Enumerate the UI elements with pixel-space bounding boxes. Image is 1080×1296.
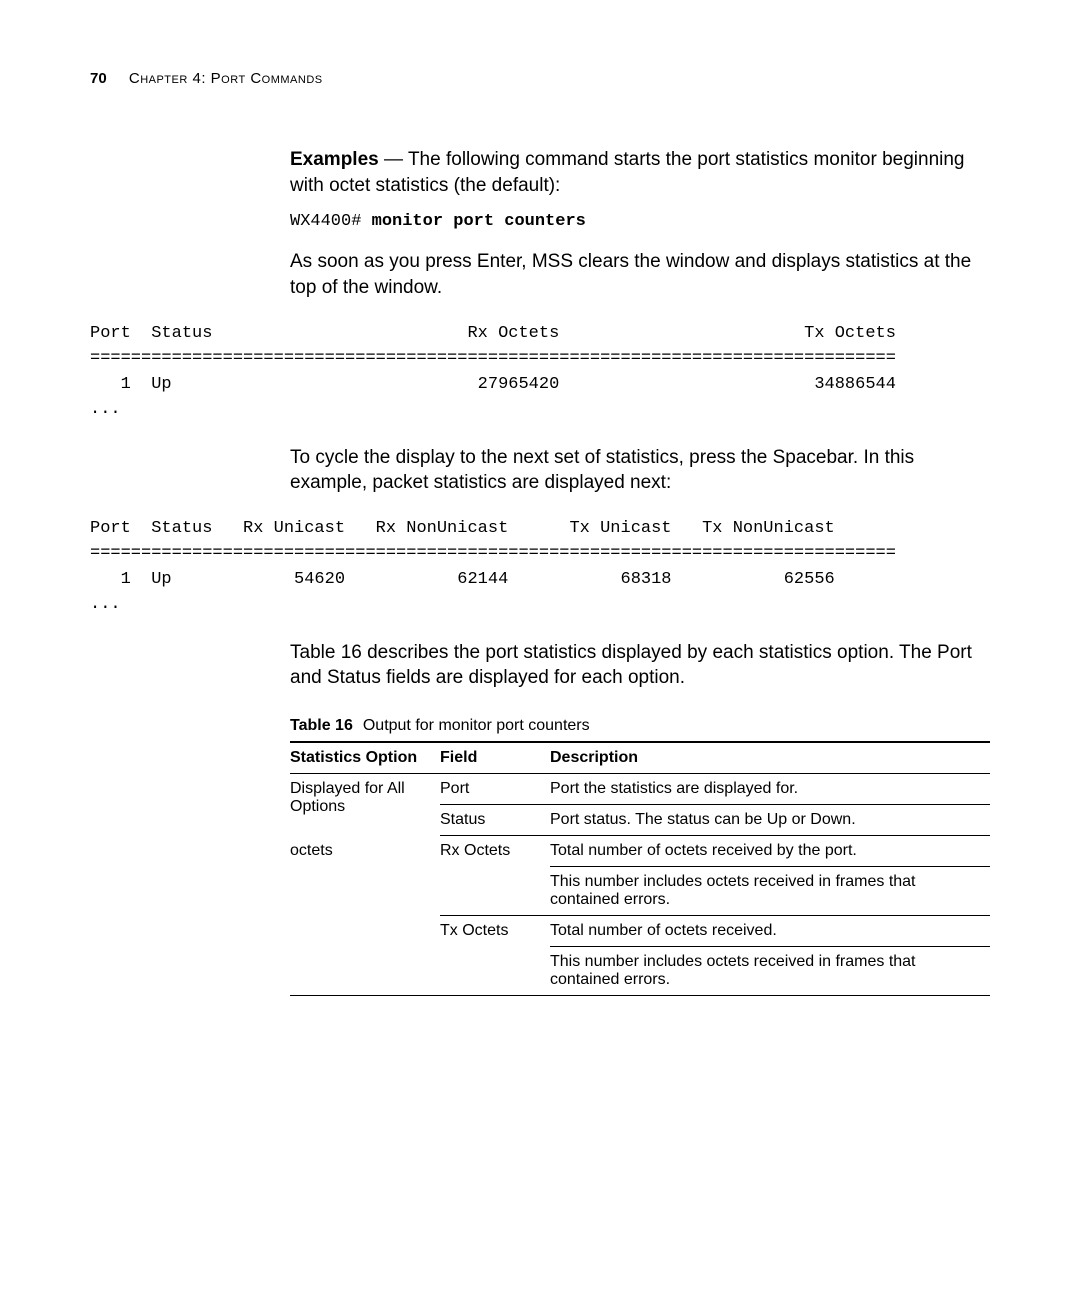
cell-text: Options: [290, 798, 345, 815]
table-row: Displayed for All Options Port Port the …: [290, 774, 990, 805]
table-caption: Table 16 Output for monitor port counters: [290, 717, 990, 735]
table-row: octets Rx Octets Total number of octets …: [290, 836, 990, 867]
examples-paragraph: Examples — The following command starts …: [290, 147, 990, 198]
cli-row: 1 Up 27965420 34886544: [90, 375, 896, 394]
output-table: Statistics Option Field Description Disp…: [290, 741, 990, 996]
cell-field: Tx Octets: [440, 916, 550, 996]
cli-row: ========================================…: [90, 349, 896, 368]
cell-statistics-option: octets: [290, 836, 440, 996]
table-header-row: Statistics Option Field Description: [290, 742, 990, 774]
cli-output-octets: Port Status Rx Octets Tx Octets ========…: [90, 321, 990, 423]
table-intro-paragraph: Table 16 describes the port statistics d…: [290, 640, 990, 691]
cli-row: ========================================…: [90, 544, 896, 563]
col-header-field: Field: [440, 742, 550, 774]
command-line: WX4400# monitor port counters: [290, 212, 990, 231]
examples-text: — The following command starts the port …: [290, 149, 965, 196]
spacebar-paragraph: To cycle the display to the next set of …: [290, 445, 990, 496]
cli-row: Port Status Rx Unicast Rx NonUnicast Tx …: [90, 519, 835, 538]
cell-description: Port status. The status can be Up or Dow…: [550, 805, 990, 836]
table-title: Output for monitor port counters: [363, 717, 590, 734]
examples-label: Examples: [290, 149, 379, 170]
cell-description: Port the statistics are displayed for.: [550, 774, 990, 805]
chapter-title: Chapter 4: Port Commands: [129, 70, 323, 87]
cell-text: Displayed for All: [290, 780, 405, 797]
body-column: To cycle the display to the next set of …: [290, 445, 990, 496]
document-page: 70 Chapter 4: Port Commands Examples — T…: [0, 0, 1080, 1056]
page-number: 70: [90, 70, 107, 87]
col-header-statistics: Statistics Option: [290, 742, 440, 774]
cli-row: Port Status Rx Octets Tx Octets: [90, 324, 896, 343]
cell-description: Total number of octets received by the p…: [550, 836, 990, 867]
after-enter-paragraph: As soon as you press Enter, MSS clears t…: [290, 249, 990, 300]
cell-field: Port: [440, 774, 550, 805]
table-number: Table 16: [290, 717, 353, 734]
cell-field: Status: [440, 805, 550, 836]
cli-row: ...: [90, 400, 121, 419]
cell-statistics-option: Displayed for All Options: [290, 774, 440, 836]
col-header-description: Description: [550, 742, 990, 774]
body-column: Examples — The following command starts …: [290, 147, 990, 301]
cell-field: Rx Octets: [440, 836, 550, 916]
cli-command: monitor port counters: [372, 212, 586, 231]
running-header: 70 Chapter 4: Port Commands: [90, 70, 990, 87]
cli-row: ...: [90, 595, 121, 614]
cell-description: Total number of octets received.: [550, 916, 990, 947]
cli-prompt: WX4400#: [290, 212, 372, 231]
cell-description: This number includes octets received in …: [550, 947, 990, 996]
cli-output-packets: Port Status Rx Unicast Rx NonUnicast Tx …: [90, 516, 990, 618]
cli-row: 1 Up 54620 62144 68318 62556: [90, 570, 835, 589]
cell-description: This number includes octets received in …: [550, 867, 990, 916]
body-column: Table 16 describes the port statistics d…: [290, 640, 990, 996]
